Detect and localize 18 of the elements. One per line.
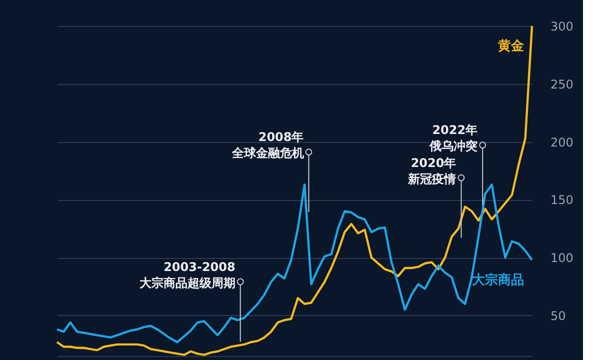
annotation: 俄乌冲突 [428,139,478,154]
annotation: 2022年 [432,123,478,138]
y-tick-label: 100 [550,251,574,266]
y-tick-label: 200 [550,135,574,150]
line-series [56,184,534,344]
y-tick-label: 250 [550,77,574,92]
annotation: 全球金融危机 [230,146,304,160]
annotation: 2020年 [410,156,456,170]
series-label: 黄金 [497,39,525,54]
y-tick-label: 150 [550,193,574,208]
series-label: 大宗商品 [472,272,524,288]
annotation: 新冠疫情 [407,172,456,186]
y-tick-label: 300 [550,20,574,34]
y-tick-label: 50 [550,308,566,323]
line-series [56,24,534,356]
annotation: 2003-2008 [164,260,236,274]
annotation: 大宗商品超级周期 [139,276,236,290]
annotation: 2008年 [258,130,304,144]
